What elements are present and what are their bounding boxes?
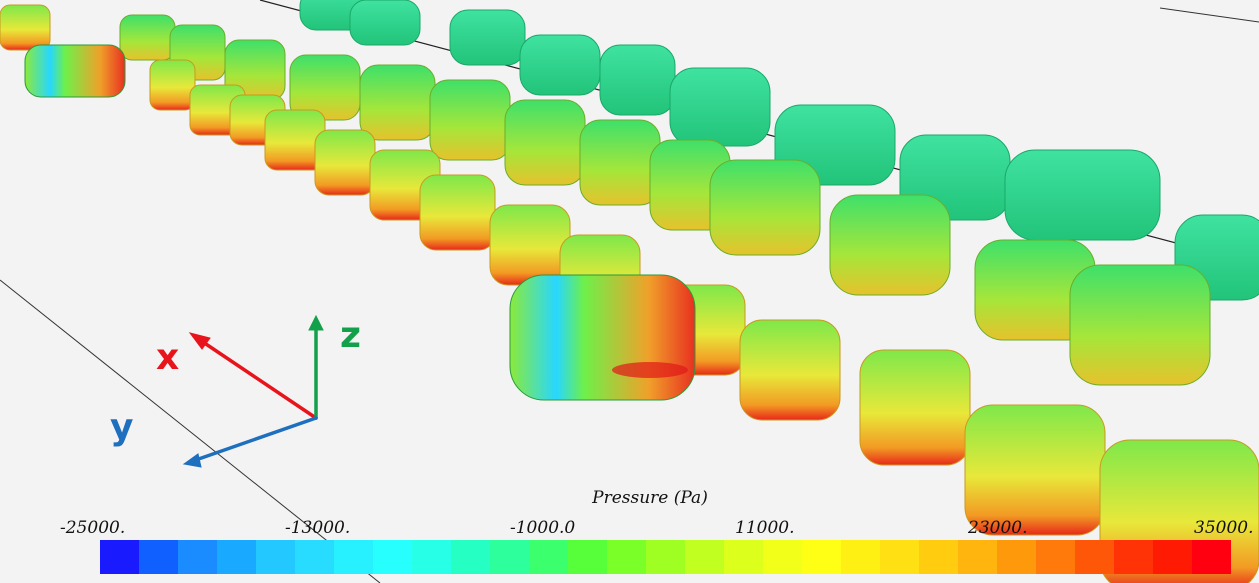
colorbar-swatch [217, 540, 256, 574]
colorbar-swatch [256, 540, 295, 574]
colorbar-swatch [412, 540, 451, 574]
legend-tick: 23000. [968, 518, 1028, 538]
colorbar-swatch [490, 540, 529, 574]
colorbar-swatch [1114, 540, 1153, 574]
colorbar-swatch [295, 540, 334, 574]
colorbar-swatch [1075, 540, 1114, 574]
y-axis-arrow [188, 416, 318, 464]
reference-line [0, 279, 381, 583]
pressure-colorbar [100, 540, 1231, 574]
colorbar-swatch [373, 540, 412, 574]
near-row-blocks [0, 4, 1259, 583]
middle-row-blocks [119, 14, 1211, 386]
colorbar-swatch [958, 540, 997, 574]
colorbar-swatch [685, 540, 724, 574]
colorbar-swatch [1153, 540, 1192, 574]
colorbar-swatch [178, 540, 217, 574]
colorbar-swatch [1036, 540, 1075, 574]
x-axis-label: x [156, 337, 180, 378]
colorbar-swatch [802, 540, 841, 574]
isolated-block-small [24, 44, 126, 98]
colorbar-swatch [880, 540, 919, 574]
x-axis-arrow [192, 334, 318, 420]
colorbar-swatch [997, 540, 1036, 574]
colorbar-swatch [646, 540, 685, 574]
colorbar-swatch [763, 540, 802, 574]
colorbar-swatch [451, 540, 490, 574]
z-axis-label: z [340, 315, 361, 356]
colorbar-swatch [529, 540, 568, 574]
axes-triad [182, 314, 324, 468]
legend-tick: 11000. [735, 518, 795, 538]
colorbar-swatch [1192, 540, 1231, 574]
legend-tick: 35000. [1194, 518, 1254, 538]
legend-tick: -13000. [285, 518, 351, 538]
colorbar-swatch [841, 540, 880, 574]
colorbar-swatch [334, 540, 373, 574]
colorbar-swatch [568, 540, 607, 574]
isolated-block-large [509, 274, 696, 401]
legend-title: Pressure (Pa) [592, 488, 708, 508]
y-axis-label: y [110, 407, 134, 448]
colorbar-swatch [607, 540, 646, 574]
colorbar-swatch [100, 540, 139, 574]
colorbar-swatch [919, 540, 958, 574]
legend-tick: -25000. [60, 518, 126, 538]
colorbar-swatch [139, 540, 178, 574]
legend-tick: -1000.0 [510, 518, 576, 538]
colorbar-swatch [724, 540, 763, 574]
